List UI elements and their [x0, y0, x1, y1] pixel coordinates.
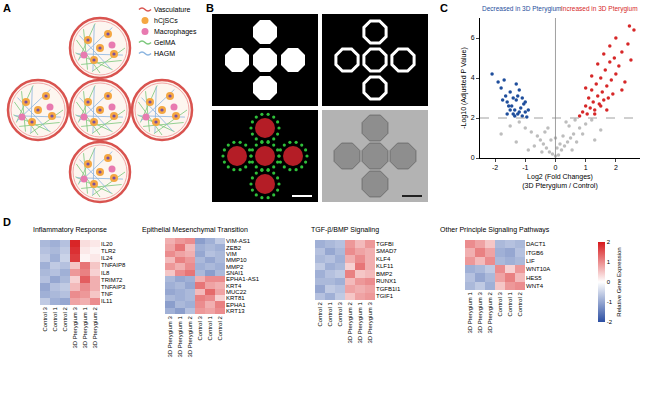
- svg-text:3D Pterygium 1: 3D Pterygium 1: [467, 292, 473, 334]
- svg-text:3D Pterygium 3: 3D Pterygium 3: [72, 307, 78, 349]
- svg-text:SNAI1: SNAI1: [226, 270, 244, 276]
- svg-text:IL24: IL24: [101, 255, 113, 261]
- svg-text:Other Principle Signaling Path: Other Principle Signaling Pathways: [440, 226, 550, 234]
- svg-text:-2: -2: [492, 164, 498, 171]
- svg-text:B: B: [206, 2, 214, 14]
- svg-text:TNFAIP3: TNFAIP3: [101, 284, 126, 290]
- svg-text:3D Pterygium 2: 3D Pterygium 2: [187, 316, 193, 358]
- svg-text:GelMA: GelMA: [154, 39, 176, 46]
- svg-text:HES5: HES5: [526, 275, 542, 281]
- svg-text:Control 1: Control 1: [52, 307, 58, 332]
- svg-text:TNFAIP8: TNFAIP8: [101, 262, 126, 268]
- svg-text:BMP2: BMP2: [376, 271, 393, 277]
- svg-text:0: 0: [471, 154, 475, 161]
- svg-text:1: 1: [584, 164, 588, 171]
- svg-text:D: D: [3, 216, 11, 228]
- svg-text:3D Pterygium 2: 3D Pterygium 2: [347, 302, 353, 344]
- svg-text:VIM: VIM: [226, 251, 237, 257]
- svg-text:Control 3: Control 3: [497, 292, 503, 317]
- svg-text:Control 3: Control 3: [197, 316, 203, 341]
- svg-text:-2: -2: [607, 319, 613, 325]
- svg-text:3D Pterygium 3: 3D Pterygium 3: [477, 292, 483, 334]
- svg-text:3D Pterygium 1: 3D Pterygium 1: [177, 316, 183, 358]
- svg-text:1: 1: [607, 259, 611, 265]
- svg-text:A: A: [3, 2, 11, 14]
- svg-text:TRIM72: TRIM72: [101, 277, 123, 283]
- svg-text:Epithelial Mesenchymal Transit: Epithelial Mesenchymal Transition: [142, 226, 248, 234]
- svg-text:Control 2: Control 2: [317, 302, 323, 327]
- svg-text:ZEB2: ZEB2: [226, 245, 242, 251]
- svg-text:Control 2: Control 2: [62, 307, 68, 332]
- svg-text:TGIF1: TGIF1: [376, 293, 394, 299]
- svg-text:WNT10A: WNT10A: [526, 266, 550, 272]
- svg-text:2: 2: [607, 239, 611, 245]
- svg-text:Control 3: Control 3: [337, 302, 343, 327]
- svg-text:KLF4: KLF4: [376, 256, 391, 262]
- svg-text:IL11: IL11: [101, 298, 113, 304]
- svg-text:TNF: TNF: [101, 291, 113, 297]
- svg-text:3D Pterygium 1: 3D Pterygium 1: [357, 302, 363, 344]
- svg-text:TGFB1I1: TGFB1I1: [376, 286, 401, 292]
- svg-text:Decreased in 3D Pterygium: Decreased in 3D Pterygium: [482, 5, 561, 13]
- svg-text:MUC22: MUC22: [226, 289, 247, 295]
- svg-text:ITGB6: ITGB6: [526, 250, 544, 256]
- svg-text:SMAD7: SMAD7: [376, 248, 397, 254]
- svg-text:MMP2: MMP2: [226, 264, 244, 270]
- svg-text:Inflammatory Response: Inflammatory Response: [33, 226, 107, 234]
- svg-text:4: 4: [471, 74, 475, 81]
- svg-text:3D Pterygium 1: 3D Pterygium 1: [82, 307, 88, 349]
- svg-text:Control 2: Control 2: [517, 292, 523, 317]
- svg-text:3D Pterygium 2: 3D Pterygium 2: [92, 307, 98, 349]
- svg-text:hCjSCs: hCjSCs: [154, 17, 178, 25]
- svg-text:EPHA1-AS1: EPHA1-AS1: [226, 276, 260, 282]
- svg-text:HAGM: HAGM: [154, 50, 175, 57]
- svg-text:VIM-AS1: VIM-AS1: [226, 238, 251, 244]
- svg-text:Log2 (Fold Changes)(3D Pterygi: Log2 (Fold Changes)(3D Pterygium / Contr…: [522, 173, 597, 190]
- svg-text:Relative Gene Expression: Relative Gene Expression: [616, 247, 622, 316]
- svg-text:MMP10: MMP10: [226, 257, 247, 263]
- svg-text:0: 0: [607, 279, 611, 285]
- svg-text:0: 0: [554, 164, 558, 171]
- svg-text:KRT4: KRT4: [226, 283, 242, 289]
- svg-text:Control 2: Control 2: [217, 316, 223, 341]
- svg-text:Control 1: Control 1: [207, 316, 213, 341]
- svg-text:-1: -1: [607, 299, 613, 305]
- svg-text:2: 2: [471, 114, 475, 121]
- svg-text:Control 1: Control 1: [327, 302, 333, 327]
- svg-text:IL8: IL8: [101, 270, 110, 276]
- svg-text:KRT13: KRT13: [226, 308, 245, 314]
- svg-text:3D Pterygium 2: 3D Pterygium 2: [487, 292, 493, 334]
- svg-text:KRT81: KRT81: [226, 295, 245, 301]
- svg-text:Control 1: Control 1: [507, 292, 513, 317]
- svg-text:RUNX1: RUNX1: [376, 278, 397, 284]
- svg-text:TGF-β/BMP Signaling: TGF-β/BMP Signaling: [311, 226, 379, 234]
- svg-text:LIF: LIF: [526, 258, 535, 264]
- svg-text:-Log10 (Adjusted P Value): -Log10 (Adjusted P Value): [460, 47, 468, 128]
- svg-text:Macrophages: Macrophages: [154, 28, 197, 36]
- svg-text:Increased in 3D Pterygium: Increased in 3D Pterygium: [561, 5, 638, 13]
- svg-text:IL20: IL20: [101, 241, 113, 247]
- svg-text:C: C: [440, 2, 448, 14]
- svg-text:EPHA1: EPHA1: [226, 302, 246, 308]
- svg-text:WNT4: WNT4: [526, 283, 544, 289]
- svg-text:Vasculature: Vasculature: [154, 6, 191, 13]
- svg-text:TLR2: TLR2: [101, 248, 116, 254]
- svg-text:3D Pterygium 3: 3D Pterygium 3: [367, 302, 373, 344]
- svg-text:3D Pterygium 3: 3D Pterygium 3: [167, 316, 173, 358]
- svg-text:2: 2: [614, 164, 618, 171]
- svg-text:TGFBI: TGFBI: [376, 241, 394, 247]
- svg-text:Control 3: Control 3: [42, 307, 48, 332]
- svg-text:DACT1: DACT1: [526, 241, 546, 247]
- svg-text:KLF11: KLF11: [376, 263, 394, 269]
- svg-text:6: 6: [471, 34, 475, 41]
- svg-text:-1: -1: [522, 164, 528, 171]
